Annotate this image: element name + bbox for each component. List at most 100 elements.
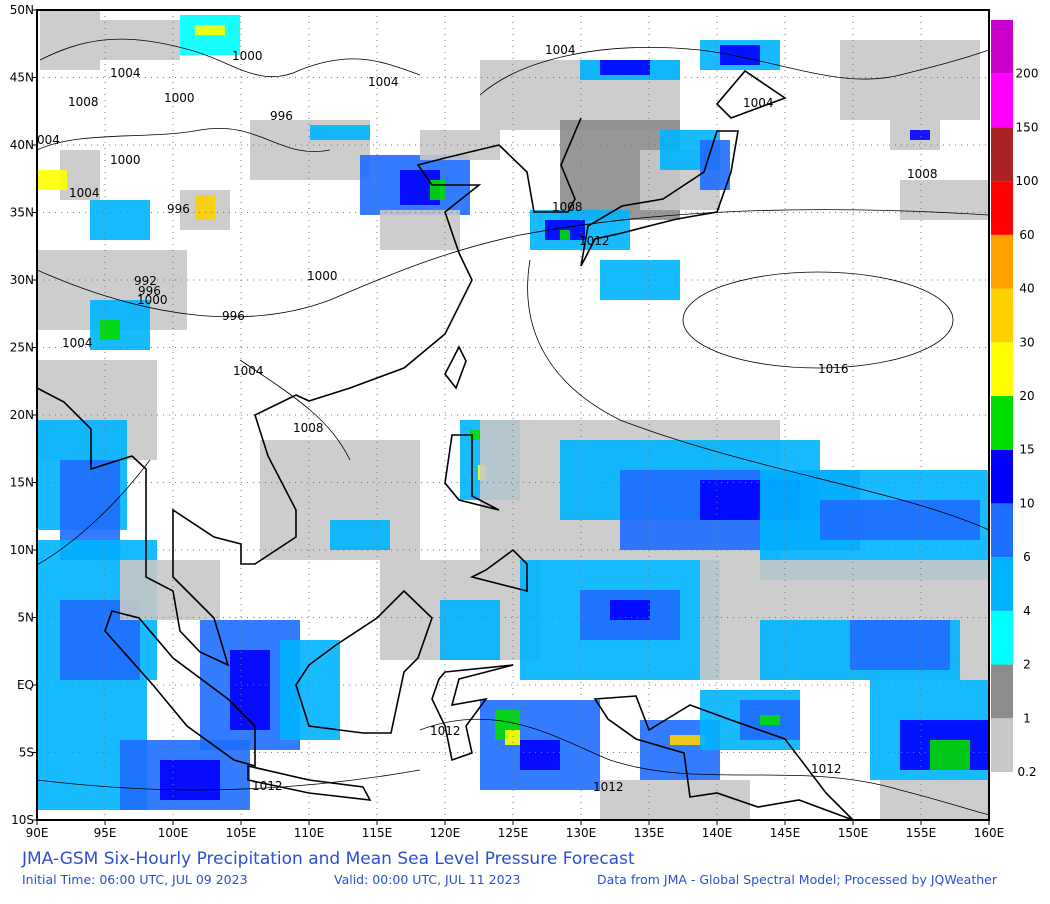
lat-label: 45N (10, 71, 34, 85)
precip-patch (330, 520, 390, 550)
contour-label: 004 (37, 133, 60, 147)
colorbar-segment (991, 610, 1013, 665)
precip-patch (280, 640, 340, 740)
lon-label: 100E (158, 826, 189, 840)
precip-patch (440, 600, 500, 660)
precip-patch (100, 320, 120, 340)
lon-label: 110E (294, 826, 325, 840)
colorbar-segment (991, 664, 1013, 719)
colorbar-label: 10 (1019, 496, 1034, 510)
colorbar-label: 200 (1016, 67, 1039, 81)
isobars (36, 38, 990, 816)
contour-label: 1004 (545, 43, 576, 57)
contour-label: 996 (167, 202, 190, 216)
precip-patch (195, 195, 215, 220)
colorbar-segment (991, 718, 1013, 772)
contour-label: 1004 (233, 364, 264, 378)
colorbar-label: 4 (1023, 604, 1031, 618)
lat-label: 20N (10, 408, 34, 422)
contour-labels: 1000 1004 1004 1004 1008 1000 996 1004 0… (37, 43, 938, 794)
precip-patch (520, 740, 560, 770)
colorbar-label: 2 (1023, 658, 1031, 672)
lon-label: 135E (634, 826, 665, 840)
colorbar-label: 150 (1016, 120, 1039, 134)
colorbar-label: 20 (1019, 389, 1034, 403)
contour-label: 1004 (110, 66, 141, 80)
colorbar-segment (991, 234, 1013, 289)
contour-label: 1000 (232, 49, 263, 63)
colorbar-label: 100 (1016, 174, 1039, 188)
colorbar-label: 1 (1023, 711, 1031, 725)
lat-label: 5N (17, 611, 34, 625)
precip-patch (760, 715, 780, 725)
contour-label: 1004 (743, 96, 774, 110)
grid (37, 10, 989, 820)
lon-label: 120E (430, 826, 461, 840)
contour-label: 1016 (818, 362, 849, 376)
precip-patch (840, 40, 980, 120)
lat-label: 10N (10, 543, 34, 557)
contour-label: 1012 (252, 779, 283, 793)
lat-label: 15N (10, 476, 34, 490)
contour-label: 1012 (579, 234, 610, 248)
colorbar-label: 6 (1023, 550, 1031, 564)
contour-label: 1012 (811, 762, 842, 776)
contour-label: 1000 (307, 269, 338, 283)
precip-patch (90, 200, 150, 240)
colorbar-label: 0.2 (1017, 765, 1036, 779)
title: JMA-GSM Six-Hourly Precipitation and Mea… (21, 849, 635, 869)
contour-label: 1012 (430, 724, 461, 738)
contour-label: 1008 (293, 421, 324, 435)
colorbar-segment (991, 20, 1013, 74)
colorbar-segment (991, 181, 1013, 235)
precip-patch (470, 430, 480, 440)
precip-patch (195, 25, 225, 35)
contour-label: 996 (138, 284, 161, 298)
lon-label: 95E (94, 826, 117, 840)
precip-patch (40, 10, 100, 70)
lat-label: 5S (19, 746, 34, 760)
precip-patch (610, 600, 650, 620)
colorbar-segment (991, 396, 1013, 450)
precip-patch (670, 735, 705, 745)
colorbar-label: 60 (1019, 228, 1034, 242)
colorbar-segment (991, 449, 1013, 504)
lon-label: 160E (974, 826, 1005, 840)
lon-label: 125E (498, 826, 529, 840)
precip-patch (720, 45, 760, 65)
lon-label: 140E (702, 826, 733, 840)
lat-label: 50N (10, 3, 34, 17)
credit: Data from JMA - Global Spectral Model; P… (597, 872, 998, 887)
precip-patch (560, 230, 570, 240)
precip-patch (910, 130, 930, 140)
colorbar-segment (991, 127, 1013, 182)
lon-label: 90E (26, 826, 49, 840)
lat-label: 10S (11, 813, 34, 827)
lat-label: 35N (10, 206, 34, 220)
valid-time: Valid: 00:00 UTC, JUL 11 2023 (334, 872, 521, 887)
colorbar-segment (991, 73, 1013, 128)
axis-labels: 90E 95E 100E 105E 110E 115E 120E 125E 130E 135E 14… (10, 3, 1005, 840)
lon-label: 150E (838, 826, 869, 840)
contour-label: 992 (134, 274, 157, 288)
colorbar: 0.2 1 2 4 6 10 15 20 30 40 60 100 150 200 (991, 20, 1038, 779)
lon-label: 155E (906, 826, 937, 840)
precip-patch (160, 760, 220, 800)
contour-label: 1008 (552, 200, 583, 214)
colorbar-segment (991, 503, 1013, 558)
contour-label: 1012 (593, 780, 624, 794)
colorbar-segment (991, 288, 1013, 343)
precip-patch (850, 620, 950, 670)
lat-label: EQ (17, 678, 34, 692)
precip-patch (505, 730, 520, 745)
colorbar-label: 40 (1019, 282, 1034, 296)
precip-patch (880, 780, 989, 820)
precip-patch (700, 140, 730, 190)
precip-patch (900, 180, 989, 220)
precip-patch (930, 740, 970, 770)
lon-label: 115E (362, 826, 393, 840)
precip-patch (600, 60, 650, 75)
precip-patch (820, 500, 980, 540)
precipitation-field (37, 10, 989, 820)
